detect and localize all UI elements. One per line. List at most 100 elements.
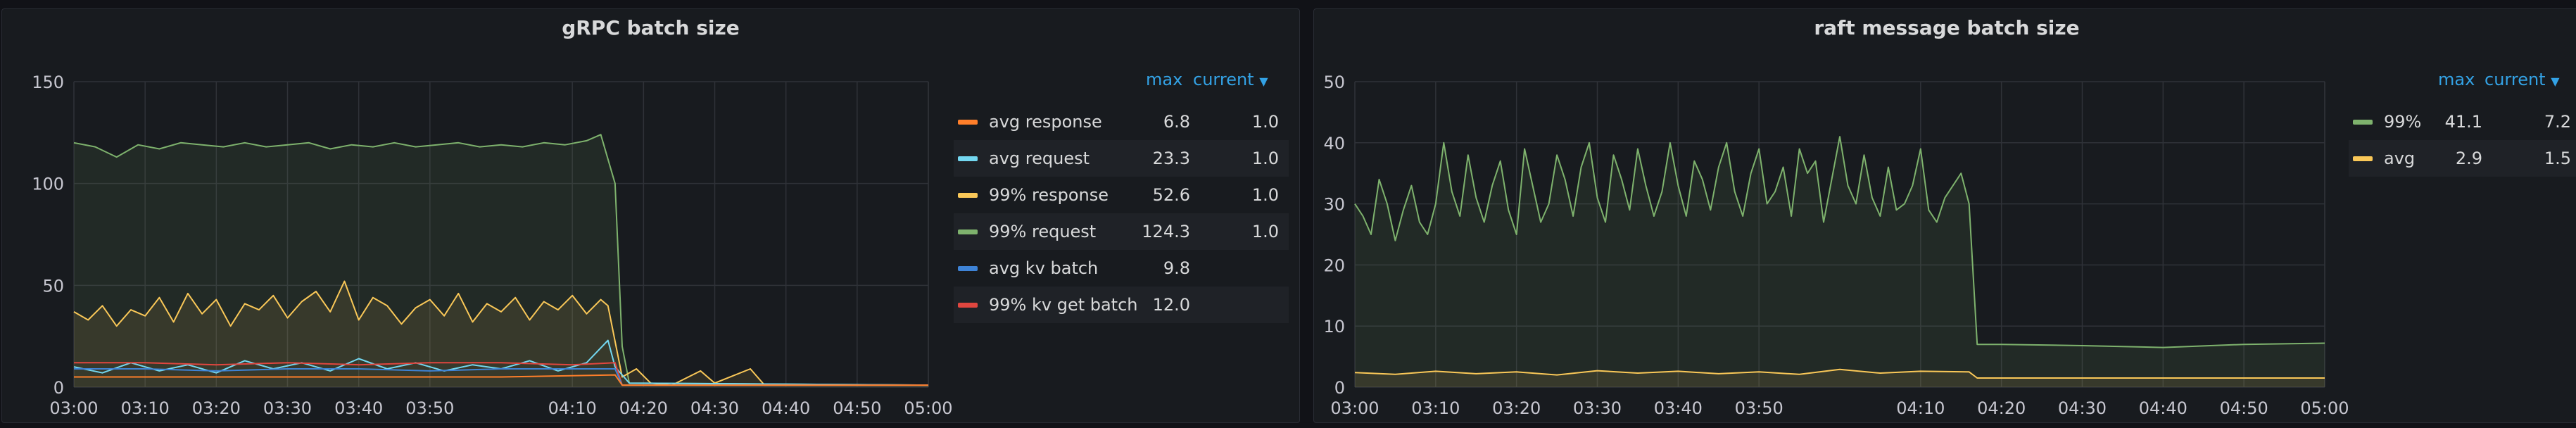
y-tick-label: 40 [1323, 134, 1345, 153]
legend-current-label: current [1193, 70, 1254, 89]
legend-current-header[interactable]: current ▼ [1193, 70, 1268, 89]
x-tick-label: 03:30 [263, 398, 312, 418]
x-tick-label: 04:40 [762, 398, 810, 418]
x-tick-label: 03:30 [1573, 398, 1622, 418]
legend-color-swatch[interactable] [958, 119, 978, 125]
x-tick-label: 04:10 [548, 398, 597, 418]
y-tick-label: 30 [1323, 195, 1345, 215]
series-line-avg-request [73, 339, 929, 386]
legend-item[interactable]: 99% request 124.3 1.0 [954, 213, 1289, 250]
x-tick-label: 04:30 [690, 398, 739, 418]
legend-current-value: 1.0 [1251, 112, 1279, 132]
series-line-99-kv-get-batch [74, 362, 928, 386]
legend-current-value: 1.0 [1251, 185, 1279, 205]
chart-raft-message-batch-size[interactable]: 0 10 20 30 40 50 03:00 03:10 03:20 03:30 03:40 03:5… [1314, 9, 2576, 424]
legend-current-value: 1.0 [1251, 222, 1279, 241]
x-tick-label: 03:50 [405, 398, 454, 418]
legend-series-name[interactable]: 99% [2384, 112, 2422, 132]
panel-title[interactable]: gRPC batch size [562, 16, 740, 39]
chart-grpc-batch-size[interactable]: 0 50 100 150 03:00 03:10 03:20 03:30 03:40 03:50 0… [2, 9, 1301, 424]
y-tick-label: 0 [1334, 378, 1345, 398]
x-tick-label: 03:20 [192, 398, 241, 418]
x-tick-label: 03:50 [1735, 398, 1783, 418]
chevron-down-icon: ▼ [2551, 75, 2560, 88]
legend-color-swatch[interactable] [958, 302, 978, 308]
legend-color-swatch[interactable] [958, 229, 978, 234]
x-tick-label: 05:00 [2300, 398, 2349, 418]
x-tick-label: 03:40 [334, 398, 383, 418]
legend-series-name[interactable]: 99% kv get batch [989, 295, 1138, 315]
grid [1354, 81, 2325, 388]
x-tick-label: 04:50 [2220, 398, 2268, 418]
x-tick-label: 04:30 [2058, 398, 2107, 418]
series-area-99- [1355, 137, 2325, 387]
y-tick-label: 150 [32, 73, 64, 92]
legend-max-value: 9.8 [1163, 258, 1190, 278]
legend-current-value: 7.2 [2544, 112, 2571, 132]
legend-color-swatch[interactable] [958, 156, 978, 161]
series-line-99-request [73, 134, 929, 386]
legend-series-name[interactable]: 99% request [989, 222, 1097, 241]
legend-current-value: 1.5 [2544, 149, 2571, 168]
y-tick-label: 50 [42, 276, 64, 296]
x-tick-label: 04:20 [1977, 398, 2026, 418]
y-tick-label: 20 [1323, 256, 1345, 275]
legend-item[interactable]: 99% kv get batch 12.0 [954, 287, 1289, 323]
legend-series-name[interactable]: avg response [989, 112, 1102, 132]
y-tick-label: 0 [53, 378, 64, 398]
x-tick-label: 03:10 [1411, 398, 1460, 418]
legend-current-value: 1.0 [1251, 149, 1279, 168]
series-area-99-response [74, 281, 928, 387]
grid [73, 81, 929, 388]
legend-series-name[interactable]: avg kv batch [989, 258, 1099, 278]
x-tick-label: 03:10 [121, 398, 170, 418]
legend-color-swatch[interactable] [958, 192, 978, 198]
legend-current-label: current [2485, 70, 2546, 89]
legend-max-value: 41.1 [2444, 112, 2482, 132]
legend-item[interactable]: 99% 41.1 7.2 [2349, 103, 2576, 140]
series-line-99- [1354, 136, 2325, 348]
legend-max-value: 2.9 [2455, 149, 2482, 168]
legend-max-value: 6.8 [1163, 112, 1190, 132]
x-tick-label: 04:10 [1896, 398, 1945, 418]
legend-item[interactable]: avg kv batch 9.8 [954, 250, 1289, 287]
x-tick-label: 03:00 [49, 398, 98, 418]
series-line-avg-response [74, 374, 928, 386]
series-line-99-response [73, 280, 928, 386]
panel-title[interactable]: raft message batch size [1814, 16, 2080, 39]
legend-max-value: 52.6 [1152, 185, 1190, 205]
legend-max-value: 124.3 [1142, 222, 1190, 241]
series-area-avg [1355, 369, 2325, 387]
chevron-down-icon: ▼ [1259, 75, 1268, 88]
x-tick-label: 04:50 [833, 398, 881, 418]
y-tick-label: 50 [1323, 73, 1345, 92]
y-tick-label: 100 [32, 175, 64, 194]
legend-item[interactable]: avg response 6.8 1.0 [954, 103, 1289, 140]
series-line-avg-kv-batch [74, 368, 928, 386]
legend-item[interactable]: avg request 23.3 1.0 [954, 140, 1289, 177]
y-tick-label: 10 [1323, 317, 1345, 336]
legend-series-name[interactable]: avg request [989, 149, 1090, 168]
legend-series-name[interactable]: 99% response [989, 185, 1109, 205]
legend-color-swatch[interactable] [2353, 156, 2373, 161]
x-tick-label: 04:40 [2139, 398, 2187, 418]
legend-current-header[interactable]: current ▼ [2485, 70, 2560, 89]
x-tick-label: 03:00 [1330, 398, 1379, 418]
x-tick-label: 03:20 [1492, 398, 1541, 418]
legend-color-swatch[interactable] [2353, 119, 2373, 125]
legend-item[interactable]: avg 2.9 1.5 [2349, 140, 2576, 177]
panel-raft-message-batch-size[interactable]: raft message batch size 0 10 20 30 40 50 03:00… [1313, 8, 2576, 423]
legend-max-header[interactable]: max [2438, 70, 2475, 89]
legend-item[interactable]: 99% response 52.6 1.0 [954, 177, 1289, 213]
legend-series-name[interactable]: avg [2384, 149, 2416, 168]
x-tick-label: 05:00 [904, 398, 952, 418]
x-tick-label: 04:20 [619, 398, 668, 418]
series-line-avg [1354, 368, 2325, 379]
panel-grpc-batch-size[interactable]: gRPC batch size 0 50 100 150 03:00 03:10 03:20… [1, 8, 1300, 423]
legend-max-value: 12.0 [1152, 295, 1190, 315]
x-tick-label: 03:40 [1654, 398, 1703, 418]
series-area-99-request [74, 134, 928, 387]
legend-max-header[interactable]: max [1146, 70, 1183, 89]
legend-max-value: 23.3 [1152, 149, 1190, 168]
legend-color-swatch[interactable] [958, 265, 978, 271]
